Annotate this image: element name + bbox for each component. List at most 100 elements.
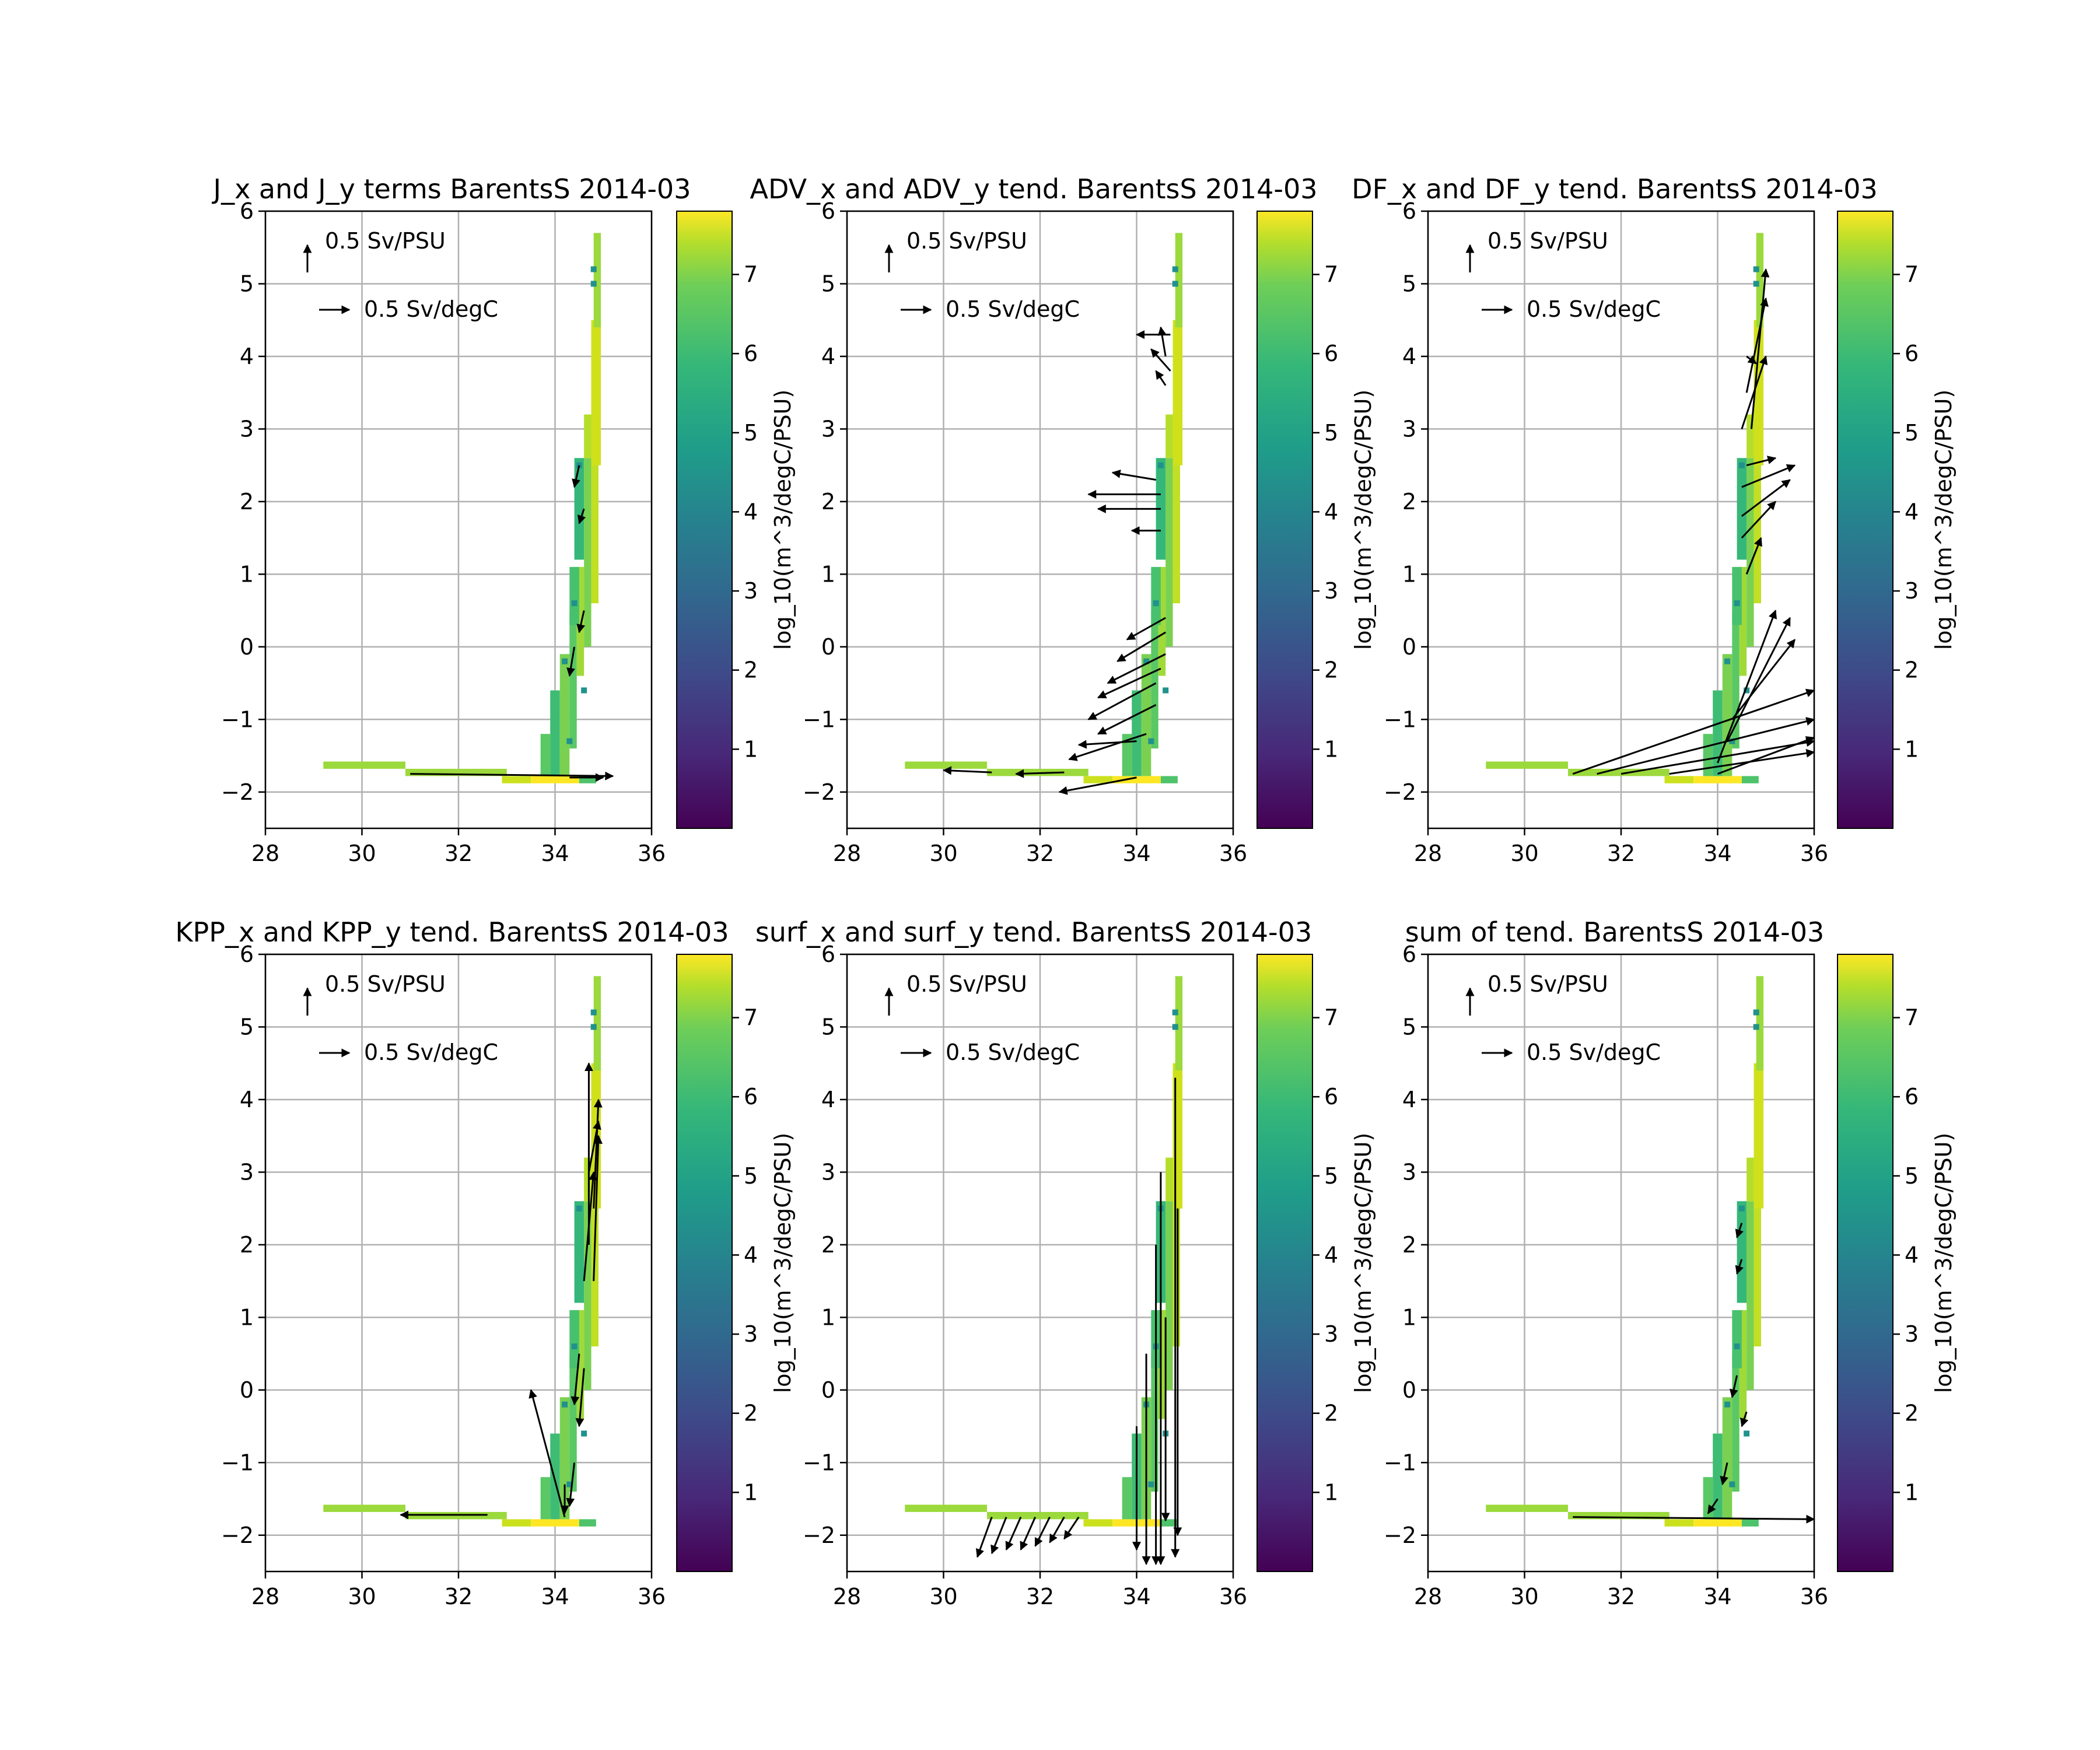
ts-cell-low	[1729, 738, 1735, 744]
ts-cell	[1166, 1157, 1173, 1202]
quiver-key-vertical-label: 0.5 Sv/PSU	[325, 228, 446, 254]
y-tick-label: 4	[1402, 344, 1416, 369]
ts-cell-low	[1744, 1430, 1750, 1437]
quiver-arrow	[1746, 355, 1757, 365]
x-tick-label: 36	[1800, 841, 1828, 866]
ts-cell	[1732, 610, 1740, 749]
quiver-arrow	[1735, 1223, 1744, 1238]
y-tick-label: −1	[803, 706, 835, 732]
y-tick-label: −1	[1384, 706, 1416, 732]
ts-cell-low	[590, 1009, 597, 1016]
colorbar	[1837, 211, 1894, 829]
quiver-arrow	[1573, 1514, 1815, 1524]
colorbar-tick-label: 3	[1905, 578, 1919, 604]
ts-cell-low	[590, 281, 597, 287]
x-tick-label: 28	[1414, 841, 1442, 866]
quiver-arrow	[1717, 610, 1777, 764]
y-tick-label: 1	[240, 1304, 254, 1330]
quiver-arrow	[1750, 268, 1770, 429]
quiver-arrow	[1063, 1516, 1080, 1540]
colorbar-tick-label: 2	[1905, 1401, 1919, 1426]
colorbar-label: log_10(m^3/degC/PSU)	[1350, 390, 1376, 650]
colorbar-tick-label: 5	[1905, 1163, 1919, 1189]
ts-cell	[1756, 976, 1764, 1071]
panel-4: KPP_x and KPP_y tend. BarentsS 2014-03 28…	[175, 916, 796, 1609]
ts-cell-low	[590, 266, 597, 272]
colorbar-tick-label: 2	[744, 657, 758, 683]
ts-cell	[986, 1511, 1088, 1520]
y-tick-label: 5	[1402, 1014, 1416, 1040]
x-tick-label: 32	[1607, 841, 1635, 866]
colorbar-tick-label: 4	[744, 1242, 758, 1268]
ts-cell	[1732, 1353, 1740, 1492]
x-tick-label: 34	[541, 841, 569, 866]
ts-cell	[593, 233, 601, 328]
ts-cell-low	[1143, 658, 1150, 664]
ts-cell-low	[1172, 1009, 1178, 1016]
quiver-key-horizontal-label: 0.5 Sv/degC	[1527, 1040, 1661, 1065]
ts-cell	[569, 1353, 577, 1492]
ts-cell	[584, 458, 592, 647]
x-tick-label: 34	[1122, 1584, 1150, 1609]
ts-cell-low	[1753, 1009, 1759, 1016]
ts-cell	[1166, 414, 1173, 459]
ts-cell	[1172, 1063, 1183, 1209]
x-tick-label: 34	[1122, 841, 1150, 866]
y-tick-label: 2	[240, 1232, 254, 1258]
y-tick-label: 2	[1402, 489, 1416, 514]
y-tick-label: 4	[240, 344, 254, 369]
panel-2: ADV_x and ADV_y tend. BarentsS 2014-03 28…	[750, 173, 1376, 866]
panel-title: J_x and J_y terms BarentsS 2014-03	[212, 173, 691, 205]
ts-cell-low	[1729, 1481, 1735, 1488]
ts-cell	[1112, 776, 1161, 783]
ts-cell-low	[1148, 1481, 1154, 1488]
quiver-arrow	[1150, 348, 1171, 372]
colorbar	[1256, 211, 1313, 829]
y-tick-label: −1	[221, 706, 254, 732]
colorbar-tick-label: 3	[1324, 1321, 1338, 1347]
colorbar	[1837, 954, 1894, 1572]
ts-cell-low	[1172, 1024, 1178, 1030]
ts-cell	[1132, 690, 1142, 776]
ts-cell	[905, 761, 987, 769]
quiver-arrow	[975, 1517, 993, 1558]
ts-cell	[1151, 610, 1158, 749]
y-tick-label: 3	[1402, 416, 1416, 442]
quiver-arrow	[1741, 355, 1768, 429]
y-tick-label: −1	[1384, 1450, 1416, 1475]
x-tick-label: 30	[1510, 841, 1538, 866]
y-tick-label: 0	[821, 634, 835, 660]
ts-cell	[1486, 1504, 1568, 1512]
x-tick-label: 28	[251, 841, 279, 866]
colorbar-tick-label: 3	[1905, 1321, 1919, 1347]
y-tick-label: 2	[1402, 1232, 1416, 1258]
quiver-arrow	[1126, 617, 1166, 640]
colorbar-tick-label: 1	[1905, 1479, 1919, 1505]
x-tick-label: 28	[833, 841, 861, 866]
quiver-key-horizontal-label: 0.5 Sv/degC	[364, 296, 498, 322]
y-tick-label: 1	[821, 561, 835, 587]
quiver-arrow	[593, 1135, 603, 1282]
y-tick-label: 4	[821, 1087, 835, 1112]
ts-cell	[1151, 566, 1161, 625]
quiver-arrow	[1746, 456, 1777, 467]
y-tick-label: 2	[821, 1232, 835, 1258]
ts-cell-low	[1753, 266, 1759, 272]
y-tick-label: −2	[1384, 1522, 1416, 1548]
y-tick-label: 3	[821, 1159, 835, 1185]
quiver-arrow	[578, 508, 586, 524]
quiver-arrow	[1597, 717, 1815, 775]
quiver-arrow	[1034, 1516, 1051, 1547]
quiver-arrow	[1720, 1462, 1729, 1486]
quiver-arrow	[1741, 479, 1791, 517]
y-tick-label: 5	[821, 271, 835, 296]
y-tick-label: 0	[1402, 1377, 1416, 1403]
quiver-arrow	[1116, 631, 1166, 663]
quiver-arrow	[1745, 537, 1762, 575]
ts-cell	[1175, 233, 1183, 328]
colorbar-tick-label: 1	[1324, 736, 1338, 762]
y-tick-label: 3	[821, 416, 835, 442]
